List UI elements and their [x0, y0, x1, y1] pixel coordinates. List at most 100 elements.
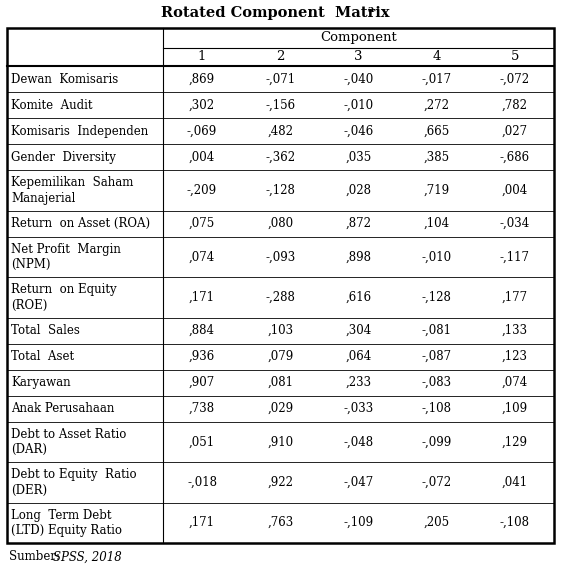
Text: -,072: -,072: [500, 73, 530, 85]
Text: Return  on Equity
(ROE): Return on Equity (ROE): [11, 283, 117, 312]
Text: Long  Term Debt
(LTD) Equity Ratio: Long Term Debt (LTD) Equity Ratio: [11, 509, 122, 537]
Text: -,033: -,033: [343, 402, 374, 415]
Text: ,719: ,719: [423, 184, 450, 197]
Text: -,108: -,108: [500, 517, 530, 529]
Text: ,898: ,898: [346, 251, 372, 263]
Text: -,017: -,017: [422, 73, 452, 85]
Text: ,028: ,028: [346, 184, 372, 197]
Text: -,034: -,034: [500, 217, 530, 230]
Text: Rotated Component  Matrix: Rotated Component Matrix: [161, 6, 390, 20]
Text: -,048: -,048: [343, 435, 373, 448]
Text: ,080: ,080: [267, 217, 293, 230]
Text: ,482: ,482: [267, 125, 293, 137]
Text: ,205: ,205: [423, 517, 450, 529]
Text: ,035: ,035: [345, 150, 372, 164]
Text: ,064: ,064: [345, 350, 372, 363]
Text: -,072: -,072: [422, 476, 452, 489]
Text: ,123: ,123: [502, 350, 528, 363]
Text: ,074: ,074: [502, 376, 528, 389]
Text: ,907: ,907: [189, 376, 215, 389]
Text: -,099: -,099: [422, 435, 452, 448]
Text: -,128: -,128: [422, 291, 452, 304]
Text: ,133: ,133: [502, 324, 528, 337]
Text: Component: Component: [320, 31, 397, 45]
Text: a: a: [368, 5, 374, 14]
Text: ,665: ,665: [423, 125, 450, 137]
Text: ,272: ,272: [424, 98, 450, 112]
Text: ,109: ,109: [502, 402, 528, 415]
Text: Total  Sales: Total Sales: [11, 324, 80, 337]
Text: ,872: ,872: [346, 217, 372, 230]
Text: Net Profit  Margin
(NPM): Net Profit Margin (NPM): [11, 243, 121, 271]
Text: ,029: ,029: [267, 402, 293, 415]
Text: -,686: -,686: [500, 150, 530, 164]
Text: -,083: -,083: [422, 376, 452, 389]
Text: Komisaris  Independen: Komisaris Independen: [11, 125, 148, 137]
Text: Dewan  Komisaris: Dewan Komisaris: [11, 73, 118, 85]
Text: Debt to Asset Ratio
(DAR): Debt to Asset Ratio (DAR): [11, 427, 126, 456]
Text: -,047: -,047: [343, 476, 374, 489]
Text: Karyawan: Karyawan: [11, 376, 70, 389]
Text: -,288: -,288: [265, 291, 295, 304]
Text: SPSS, 2018: SPSS, 2018: [53, 550, 122, 563]
Text: ,233: ,233: [345, 376, 372, 389]
Text: -,093: -,093: [265, 251, 296, 263]
Text: Komite  Audit: Komite Audit: [11, 98, 92, 112]
Text: Sumber:: Sumber:: [9, 550, 64, 563]
Text: ,869: ,869: [189, 73, 215, 85]
Text: -,108: -,108: [422, 402, 452, 415]
Text: -,046: -,046: [343, 125, 374, 137]
Text: ,884: ,884: [189, 324, 215, 337]
Text: -,156: -,156: [265, 98, 295, 112]
Text: Anak Perusahaan: Anak Perusahaan: [11, 402, 114, 415]
Text: ,763: ,763: [267, 517, 293, 529]
Text: ,051: ,051: [189, 435, 215, 448]
Text: ,027: ,027: [502, 125, 528, 137]
Text: -,081: -,081: [422, 324, 452, 337]
Text: ,104: ,104: [423, 217, 450, 230]
Text: Gender  Diversity: Gender Diversity: [11, 150, 116, 164]
Text: ,075: ,075: [189, 217, 215, 230]
Text: ,936: ,936: [189, 350, 215, 363]
Text: Debt to Equity  Ratio
(DER): Debt to Equity Ratio (DER): [11, 468, 137, 496]
Text: 1: 1: [198, 50, 206, 63]
Text: -,087: -,087: [422, 350, 452, 363]
Text: 3: 3: [354, 50, 363, 63]
Text: ,302: ,302: [189, 98, 215, 112]
Text: Total  Aset: Total Aset: [11, 350, 74, 363]
Text: ,004: ,004: [189, 150, 215, 164]
Text: ,171: ,171: [189, 291, 215, 304]
Text: Kepemilikan  Saham
Manajerial: Kepemilikan Saham Manajerial: [11, 176, 133, 205]
Text: ,004: ,004: [502, 184, 528, 197]
Text: Return  on Asset (ROA): Return on Asset (ROA): [11, 217, 150, 230]
Text: ,171: ,171: [189, 517, 215, 529]
Text: ,074: ,074: [189, 251, 215, 263]
Text: ,385: ,385: [423, 150, 450, 164]
Text: ,081: ,081: [267, 376, 293, 389]
Text: 4: 4: [432, 50, 441, 63]
Text: ,129: ,129: [502, 435, 528, 448]
Text: ,079: ,079: [267, 350, 293, 363]
Text: -,040: -,040: [343, 73, 374, 85]
Text: -,362: -,362: [265, 150, 295, 164]
Text: -,209: -,209: [187, 184, 217, 197]
Text: ,922: ,922: [267, 476, 293, 489]
Text: ,616: ,616: [345, 291, 372, 304]
Text: ,782: ,782: [502, 98, 528, 112]
Text: -,128: -,128: [265, 184, 295, 197]
Text: ,910: ,910: [267, 435, 293, 448]
Text: ,103: ,103: [267, 324, 293, 337]
Text: ,177: ,177: [502, 291, 528, 304]
Text: -,010: -,010: [422, 251, 452, 263]
Text: 5: 5: [511, 50, 519, 63]
Text: -,117: -,117: [500, 251, 530, 263]
Text: ,738: ,738: [189, 402, 215, 415]
Text: 2: 2: [276, 50, 284, 63]
Text: ,304: ,304: [345, 324, 372, 337]
Text: -,018: -,018: [187, 476, 217, 489]
Text: ,041: ,041: [502, 476, 528, 489]
Text: -,069: -,069: [187, 125, 217, 137]
Text: -,109: -,109: [343, 517, 373, 529]
Text: -,010: -,010: [343, 98, 373, 112]
Text: -,071: -,071: [265, 73, 295, 85]
